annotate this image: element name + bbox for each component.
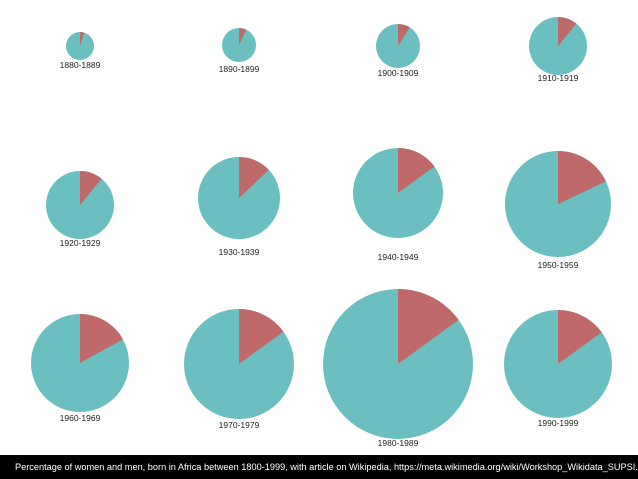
pie-label: 1980-1989 (378, 438, 419, 448)
slice-women (558, 151, 606, 204)
caption-bar: Percentage of women and men, born in Afr… (0, 455, 638, 479)
slice-women (80, 32, 85, 46)
pie-label: 1910-1919 (538, 73, 579, 83)
pie-chart-grid: 1880-1889 1890-1899 1900-1909 1910-1919 1920… (31, 17, 612, 448)
pie-1990-1999: 1990-1999 (504, 310, 612, 428)
pie-1930-1939: 1930-1939 (198, 157, 280, 257)
slice-women (239, 28, 247, 45)
pie-1980-1989: 1980-1989 (323, 289, 473, 448)
pie-1960-1969: 1960-1969 (31, 314, 129, 423)
pie-1970-1979: 1970-1979 (184, 309, 294, 430)
slice-women (239, 309, 284, 364)
slice-women (80, 171, 102, 205)
pie-label: 1930-1939 (219, 247, 260, 257)
pie-1880-1889: 1880-1889 (60, 32, 101, 70)
pie-1920-1929: 1920-1929 (46, 171, 114, 248)
slice-women (80, 314, 123, 363)
slice-women (398, 289, 459, 364)
pie-label: 1900-1909 (378, 68, 419, 78)
pie-label: 1960-1969 (60, 413, 101, 423)
pie-1910-1919: 1910-1919 (529, 17, 587, 83)
slice-women (239, 157, 269, 198)
pie-1940-1949: 1940-1949 (353, 148, 443, 262)
slice-women (398, 148, 435, 193)
pie-1950-1959: 1950-1959 (505, 151, 611, 270)
pie-label: 1970-1979 (219, 420, 260, 430)
pie-1890-1899: 1890-1899 (219, 28, 260, 74)
caption-text: Percentage of women and men, born in Afr… (15, 462, 638, 472)
pie-1900-1909: 1900-1909 (376, 23, 420, 78)
pie-label: 1880-1889 (60, 60, 101, 70)
slice-women (398, 23, 410, 46)
pie-label: 1950-1959 (538, 260, 579, 270)
slice-women (558, 17, 577, 46)
pie-label: 1990-1999 (538, 418, 579, 428)
pie-label: 1920-1929 (60, 238, 101, 248)
pie-label: 1940-1949 (378, 252, 419, 262)
slice-women (558, 310, 602, 364)
pie-label: 1890-1899 (219, 64, 260, 74)
